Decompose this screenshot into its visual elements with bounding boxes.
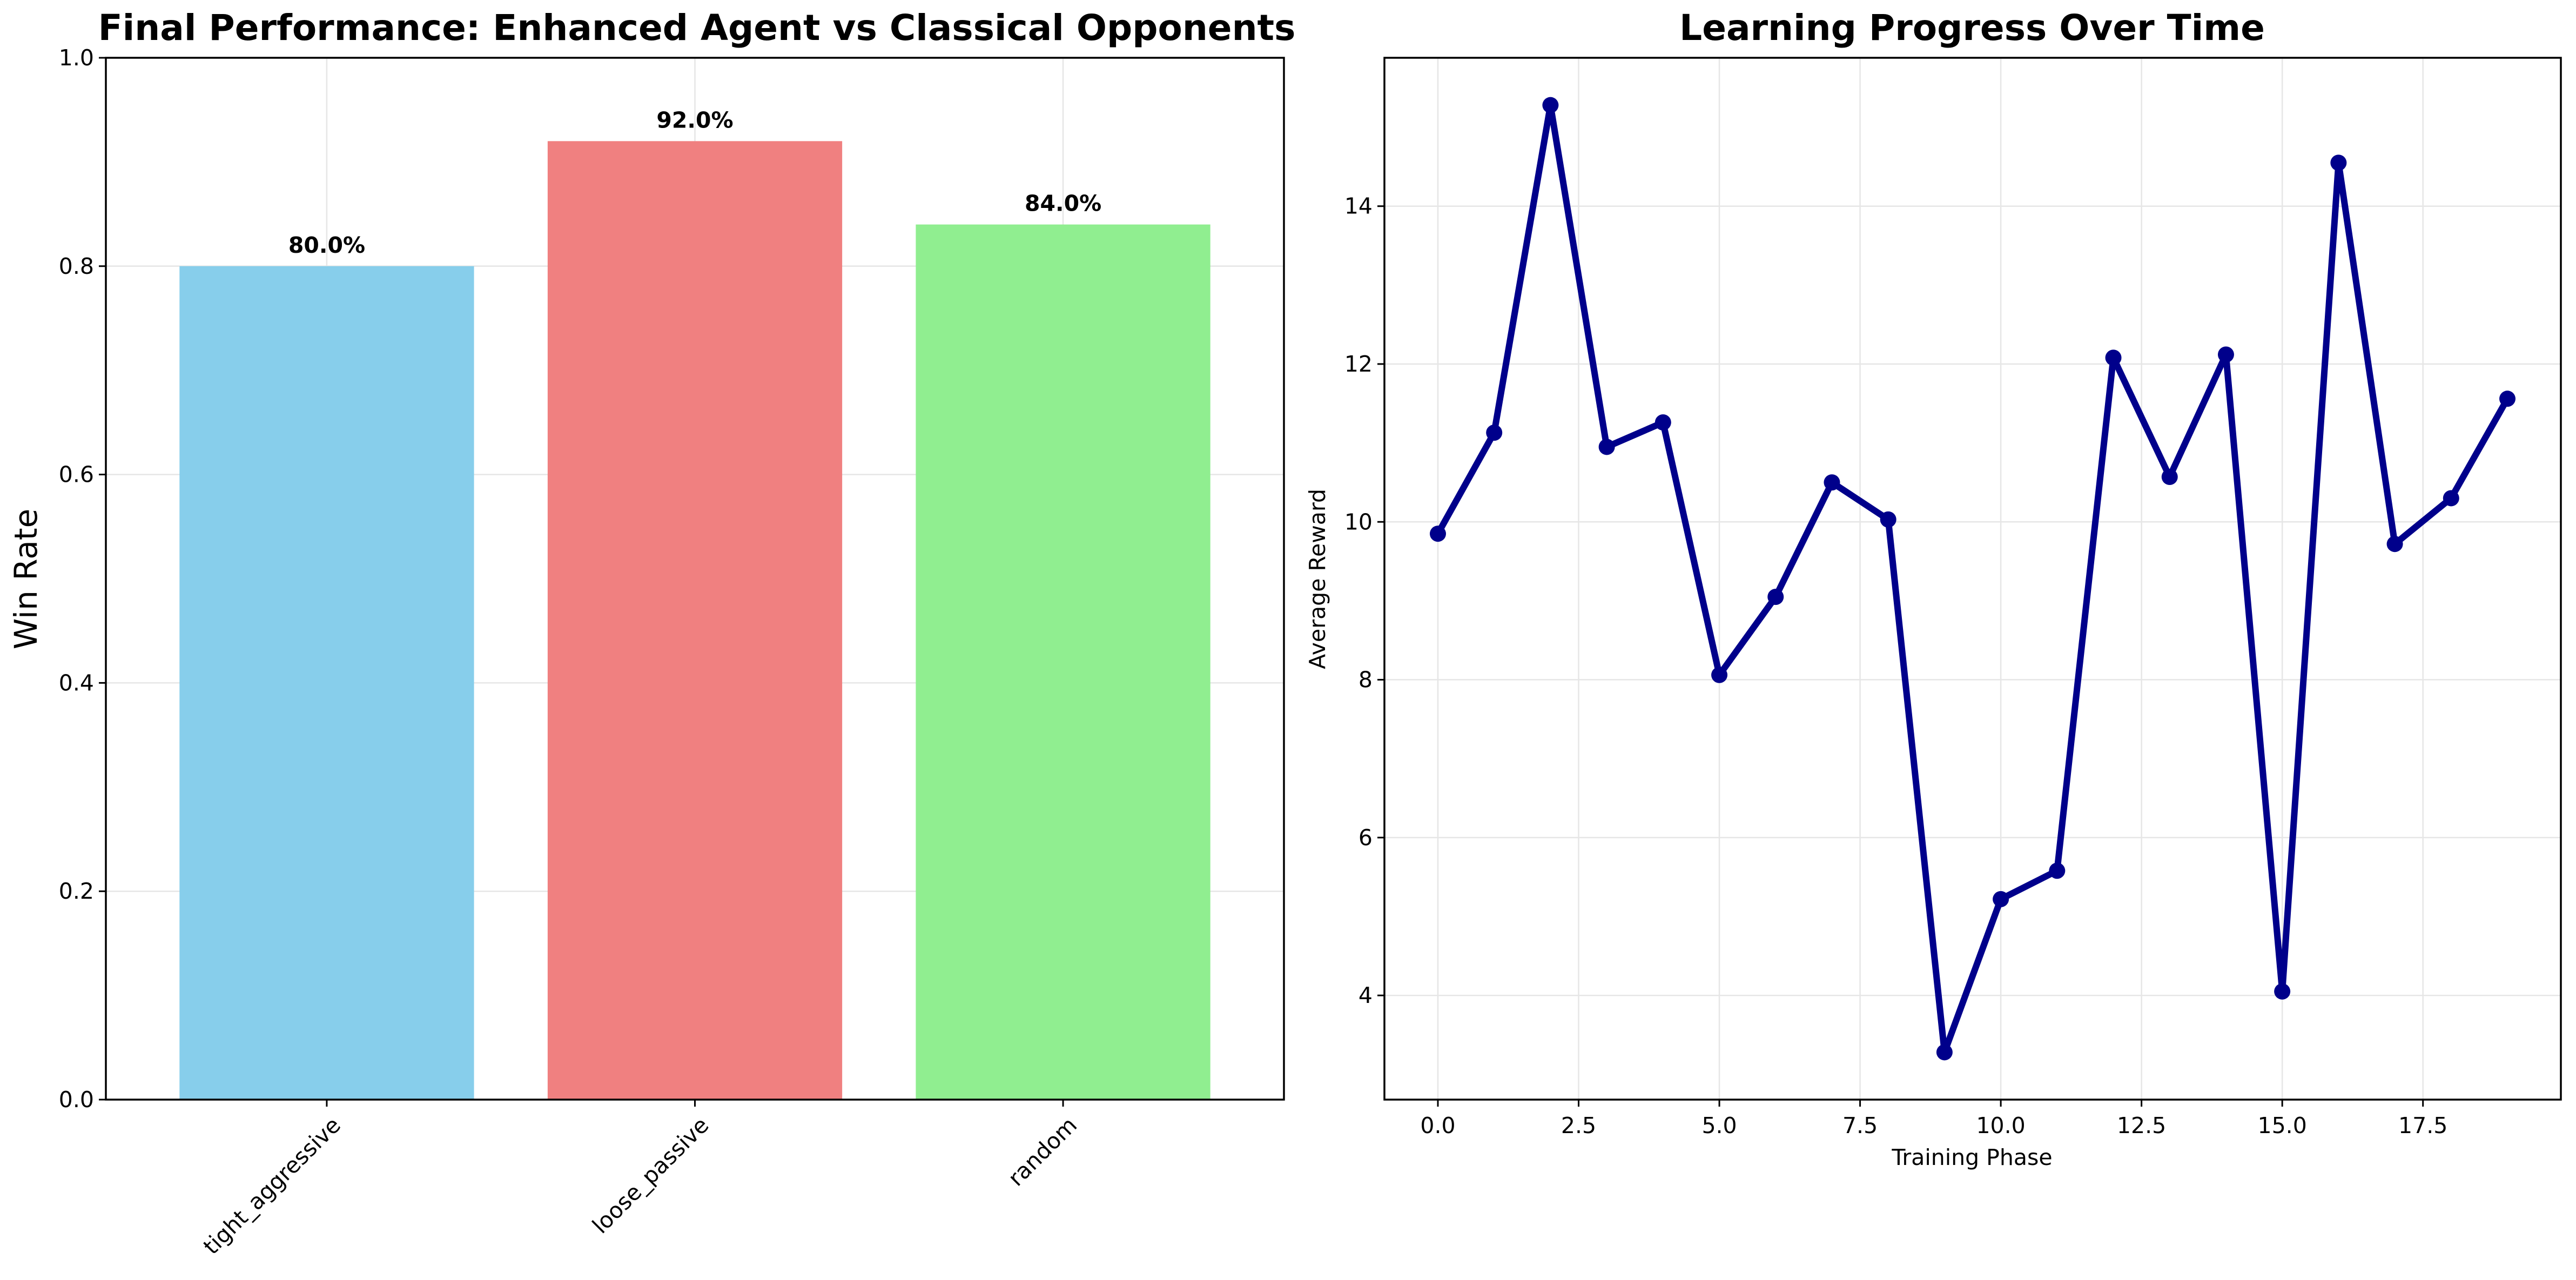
bar-loose_passive [547, 141, 843, 1100]
series-point [1430, 526, 1446, 542]
series-point [1767, 589, 1784, 605]
line-chart-y-axis-label: Average Reward [1304, 489, 1330, 669]
y-tick-label: 6 [1358, 825, 1373, 851]
series-point [1598, 439, 1615, 455]
x-tick-label: 5.0 [1701, 1113, 1737, 1138]
series-point [2443, 490, 2459, 507]
y-tick-label: 0.4 [59, 670, 94, 696]
line-chart-grid [1384, 58, 2561, 1100]
x-tick-label: 12.5 [2117, 1113, 2166, 1138]
line-chart-title: Learning Progress Over Time [1679, 7, 2265, 49]
y-tick-label: 0.0 [59, 1087, 94, 1113]
series-point [2386, 536, 2403, 553]
y-tick-label: 4 [1358, 982, 1373, 1008]
bar-chart-y-axis-label: Win Rate [8, 509, 44, 649]
line-chart-x-axis-label: Training Phase [1891, 1144, 2052, 1170]
x-tick-label: 10.0 [1976, 1113, 2025, 1138]
series-point [2161, 468, 2178, 485]
series-point [1936, 1044, 1953, 1061]
line-chart-x-ticks: 0.0 2.5 5.0 7.5 10.0 12.5 15.0 17.5 [1420, 1100, 2447, 1138]
y-tick-label: 0.6 [59, 462, 94, 488]
series-point [1993, 891, 2009, 907]
line-series [1430, 97, 2516, 1061]
y-tick-label: 0.2 [59, 878, 94, 904]
y-tick-label: 10 [1344, 509, 1373, 535]
x-tick-label: 17.5 [2398, 1113, 2447, 1138]
x-tick-label: 2.5 [1561, 1113, 1596, 1138]
bar-chart-y-ticks: 0.0 0.2 0.4 0.6 0.8 1.0 [59, 45, 106, 1113]
series-point [2274, 983, 2291, 1000]
series-point [1880, 511, 1896, 528]
series-point [2499, 390, 2516, 407]
y-tick-label: 12 [1344, 351, 1373, 377]
series-line [1435, 102, 2511, 1056]
series-point [2049, 863, 2066, 879]
series-point [2217, 346, 2234, 363]
series-point [2105, 349, 2122, 366]
series-point [1711, 666, 1728, 683]
bar-data-labels: 80.0% 92.0% 84.0% [288, 107, 1101, 258]
bar-tight_aggressive [179, 266, 474, 1100]
y-tick-label: 8 [1358, 667, 1373, 693]
bar-data-label: 80.0% [288, 232, 365, 258]
series-point [1486, 425, 1503, 441]
x-tick-label: 0.0 [1420, 1113, 1455, 1138]
y-tick-label: 0.8 [59, 253, 94, 279]
x-tick-label: 15.0 [2258, 1113, 2307, 1138]
y-tick-label: 14 [1344, 193, 1373, 219]
bar-chart-title: Final Performance: Enhanced Agent vs Cla… [98, 7, 1296, 49]
bar-data-label: 84.0% [1025, 191, 1101, 217]
line-chart-frame [1383, 57, 2562, 1101]
bar-series [179, 141, 1210, 1100]
bar-random [916, 224, 1210, 1100]
series-point [1542, 97, 1559, 113]
learning-progress-line-chart: Learning Progress Over Time 4 6 8 10 12 14 0.… [1304, 7, 2562, 1170]
series-point [1824, 474, 1840, 491]
series-point [1654, 414, 1671, 431]
y-tick-label: 1.0 [59, 45, 94, 71]
win-rate-bar-chart: Final Performance: Enhanced Agent vs Cla… [8, 7, 1295, 1259]
x-tick-label: 7.5 [1842, 1113, 1878, 1138]
line-chart-y-ticks: 4 6 8 10 12 14 [1344, 193, 1384, 1008]
bar-data-label: 92.0% [656, 107, 733, 133]
series-point [2330, 154, 2347, 171]
